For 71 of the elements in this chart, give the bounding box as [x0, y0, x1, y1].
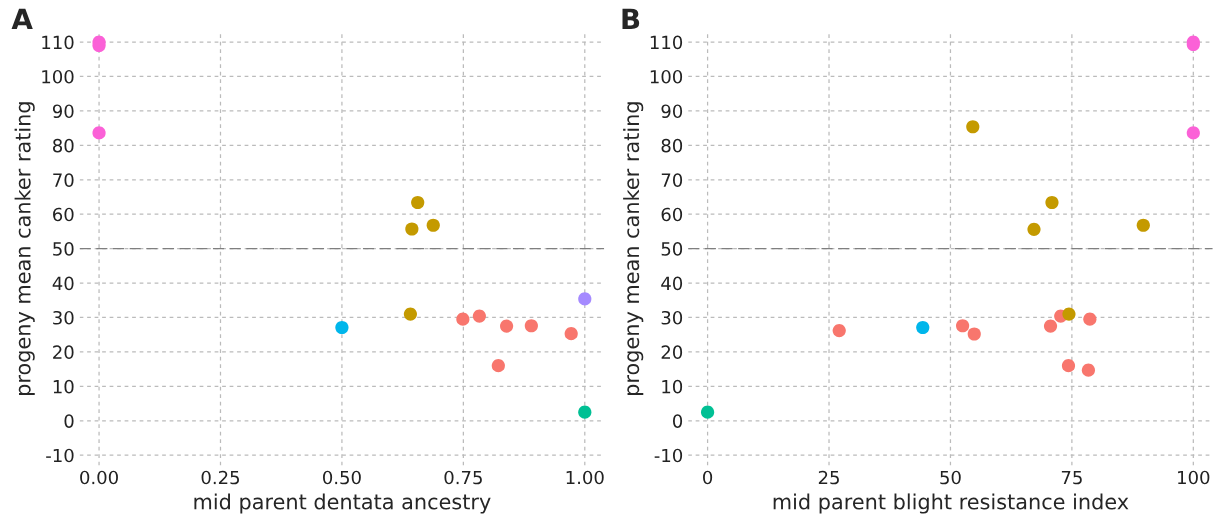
point [832, 323, 846, 338]
point [1061, 359, 1076, 373]
y-tick-label: 10 [53, 379, 74, 394]
y-tick-label: 60 [53, 207, 74, 222]
point [1027, 222, 1041, 236]
point [564, 327, 578, 341]
x-tick-label: 25 [818, 470, 839, 485]
point [1062, 307, 1076, 321]
point [491, 359, 505, 373]
chart-title: B [622, 8, 640, 29]
y-axis-title: progeny mean canker rating [14, 102, 35, 395]
point [403, 307, 417, 321]
y-tick-label: -10 [654, 448, 683, 463]
y-tick-label: 50 [661, 242, 683, 256]
x-tick-label: 1.00 [566, 470, 604, 485]
x-axis-title: mid parent blight resistance index [773, 493, 1129, 514]
point [1186, 126, 1200, 140]
x-tick-label: 0.50 [323, 470, 361, 485]
y-axis-title: progeny mean canker rating [623, 102, 644, 395]
y-tick-label: 30 [53, 310, 74, 325]
y-tick-label: 20 [661, 345, 683, 360]
y-tick-label: 90 [661, 104, 683, 119]
y-tick-label: 10 [662, 379, 683, 394]
point [524, 319, 538, 333]
y-tick-label: 50 [53, 242, 74, 256]
point [578, 405, 592, 419]
point [956, 319, 970, 333]
point [916, 320, 930, 335]
y-tick-label: 30 [661, 310, 683, 325]
point [967, 327, 981, 341]
point [426, 218, 440, 232]
y-tick-label: 100 [42, 69, 74, 84]
x-tick-label: 0.75 [444, 470, 482, 485]
point [472, 309, 486, 323]
y-tick-label: 100 [650, 69, 683, 84]
y-tick-label: 110 [42, 35, 74, 50]
y-tick-label: 70 [53, 173, 74, 187]
y-tick-label: -10 [46, 448, 74, 463]
x-tick-label: 0.25 [201, 470, 240, 485]
point [1136, 218, 1150, 232]
x-tick-label: 100 [1178, 470, 1210, 485]
y-tick-label: 0 [673, 414, 683, 428]
y-tick-label: 110 [650, 35, 683, 50]
x-tick-label: 0.00 [80, 470, 118, 485]
x-tick-label: 50 [940, 470, 961, 485]
chart-title: A [11, 8, 33, 29]
point [92, 126, 106, 140]
point [1081, 363, 1095, 377]
y-tick-label: 60 [661, 207, 683, 222]
y-tick-label: 40 [52, 276, 74, 291]
point [701, 405, 715, 419]
point [405, 222, 419, 236]
point [411, 195, 425, 210]
y-tick-label: 40 [661, 276, 683, 291]
y-tick-label: 70 [661, 173, 683, 187]
point [456, 312, 470, 326]
point [966, 120, 980, 134]
x-tick-label: 75 [1061, 470, 1082, 485]
y-tick-label: 20 [53, 345, 74, 360]
point [578, 292, 592, 306]
x-axis-title: mid parent dentata ancestry [194, 493, 491, 514]
point [335, 320, 349, 335]
point [1043, 319, 1058, 333]
point [1083, 312, 1097, 326]
x-tick-label: 0 [703, 470, 713, 485]
y-tick-label: 80 [53, 138, 74, 153]
y-tick-label: 80 [661, 138, 683, 153]
y-tick-label: 0 [64, 414, 74, 428]
point [1045, 195, 1059, 210]
point [500, 319, 514, 333]
y-tick-label: 90 [52, 104, 74, 119]
